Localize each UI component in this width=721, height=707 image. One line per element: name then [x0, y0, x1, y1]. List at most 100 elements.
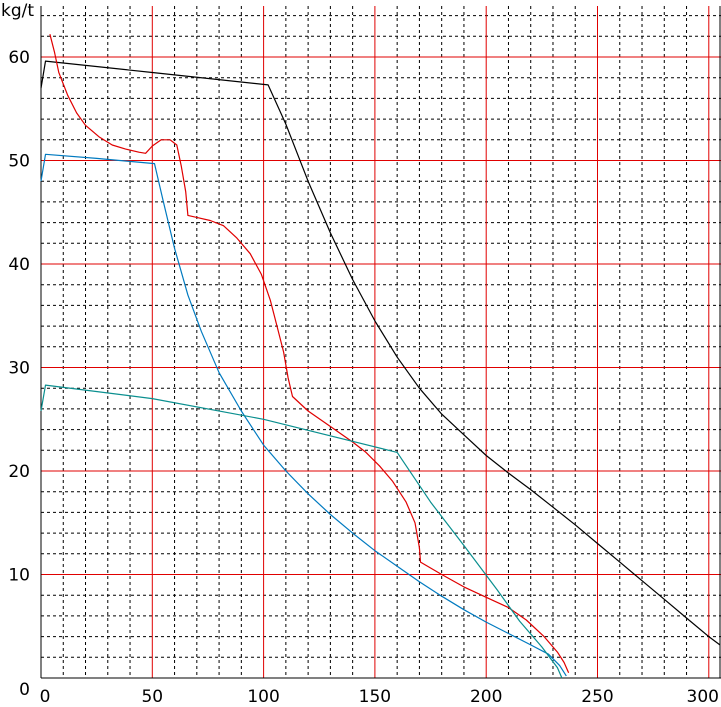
data-point [288, 377, 289, 378]
data-point [552, 507, 553, 508]
y-axis-label: kg/t [1, 1, 34, 21]
data-point [45, 61, 46, 62]
data-point [112, 144, 113, 145]
data-point [463, 545, 464, 546]
data-point [619, 562, 620, 563]
data-point [566, 675, 567, 676]
data-point [441, 574, 442, 575]
y-tick-label: 20 [8, 462, 30, 482]
data-point [441, 596, 442, 597]
y-tick-label: 40 [8, 255, 30, 275]
data-point [152, 145, 153, 146]
data-point [463, 434, 464, 435]
data-point [276, 326, 277, 327]
data-point [557, 667, 558, 668]
data-point [49, 34, 50, 35]
data-point [263, 445, 264, 446]
data-point [285, 470, 286, 471]
data-point [559, 665, 560, 666]
data-point [241, 410, 242, 411]
data-point [352, 279, 353, 280]
data-point [486, 622, 487, 623]
data-point [420, 562, 421, 563]
data-point [352, 533, 353, 534]
x-tick-label: 100 [247, 687, 279, 707]
data-point [463, 609, 464, 610]
data-point [392, 481, 393, 482]
data-point [125, 149, 126, 150]
x-tick-label: 150 [359, 687, 391, 707]
data-point [419, 547, 420, 548]
data-point [397, 357, 398, 358]
data-point [285, 124, 286, 125]
data-point [508, 473, 509, 474]
series-line-3 [40, 153, 567, 677]
data-point [174, 248, 175, 249]
data-point [283, 351, 284, 352]
data-point [170, 139, 171, 140]
data-point [564, 662, 565, 663]
series-layer [40, 34, 721, 679]
tick-labels: 0 50 100 150 200 250 300 0 10 20 30 40 50 60 [8, 48, 719, 707]
data-point [419, 388, 420, 389]
data-point [544, 636, 545, 637]
data-point [138, 152, 139, 153]
data-point [486, 597, 487, 598]
data-point [406, 502, 407, 503]
data-point [85, 125, 86, 126]
major-grid [41, 6, 721, 678]
data-point [76, 112, 77, 113]
data-point [530, 644, 531, 645]
data-point [519, 621, 520, 622]
data-point [397, 566, 398, 567]
data-point [541, 646, 542, 647]
axes [40, 6, 721, 679]
y-tick-label: 50 [8, 152, 30, 172]
data-point [441, 414, 442, 415]
series-line-4 [40, 384, 563, 679]
data-point [270, 300, 271, 301]
data-point [185, 191, 186, 192]
data-point [54, 51, 55, 52]
series-line-1 [40, 60, 721, 646]
data-point [379, 465, 380, 466]
y-tick-label: 10 [8, 566, 30, 586]
data-point [163, 201, 164, 202]
data-point [497, 589, 498, 590]
y-tick-label: 30 [8, 359, 30, 379]
data-point [292, 396, 293, 397]
data-point [196, 217, 197, 218]
data-point [557, 652, 558, 653]
data-point [374, 550, 375, 551]
x-tick-label: 250 [581, 687, 613, 707]
data-point [67, 95, 68, 96]
x-tick-label: 0 [40, 687, 51, 707]
data-point [40, 88, 41, 89]
data-point [152, 72, 153, 73]
y-tick-label: 0 [19, 680, 30, 700]
data-point [330, 514, 331, 515]
data-point [187, 215, 188, 216]
data-point [374, 320, 375, 321]
data-point [719, 644, 720, 645]
data-point [58, 72, 59, 73]
data-point [40, 181, 41, 182]
data-point [45, 385, 46, 386]
x-tick-label: 200 [470, 687, 502, 707]
series-line-2 [49, 34, 570, 674]
data-point [268, 84, 269, 85]
data-point [152, 398, 153, 399]
data-point [219, 372, 220, 373]
data-point [145, 153, 146, 154]
data-point [330, 426, 331, 427]
data-point [530, 489, 531, 490]
data-point [641, 580, 642, 581]
data-point [664, 599, 665, 600]
data-point [250, 253, 251, 254]
data-point [308, 410, 309, 411]
data-point [463, 586, 464, 587]
minor-grid [41, 6, 721, 678]
data-point [187, 295, 188, 296]
data-point [308, 181, 309, 182]
data-point [308, 493, 309, 494]
